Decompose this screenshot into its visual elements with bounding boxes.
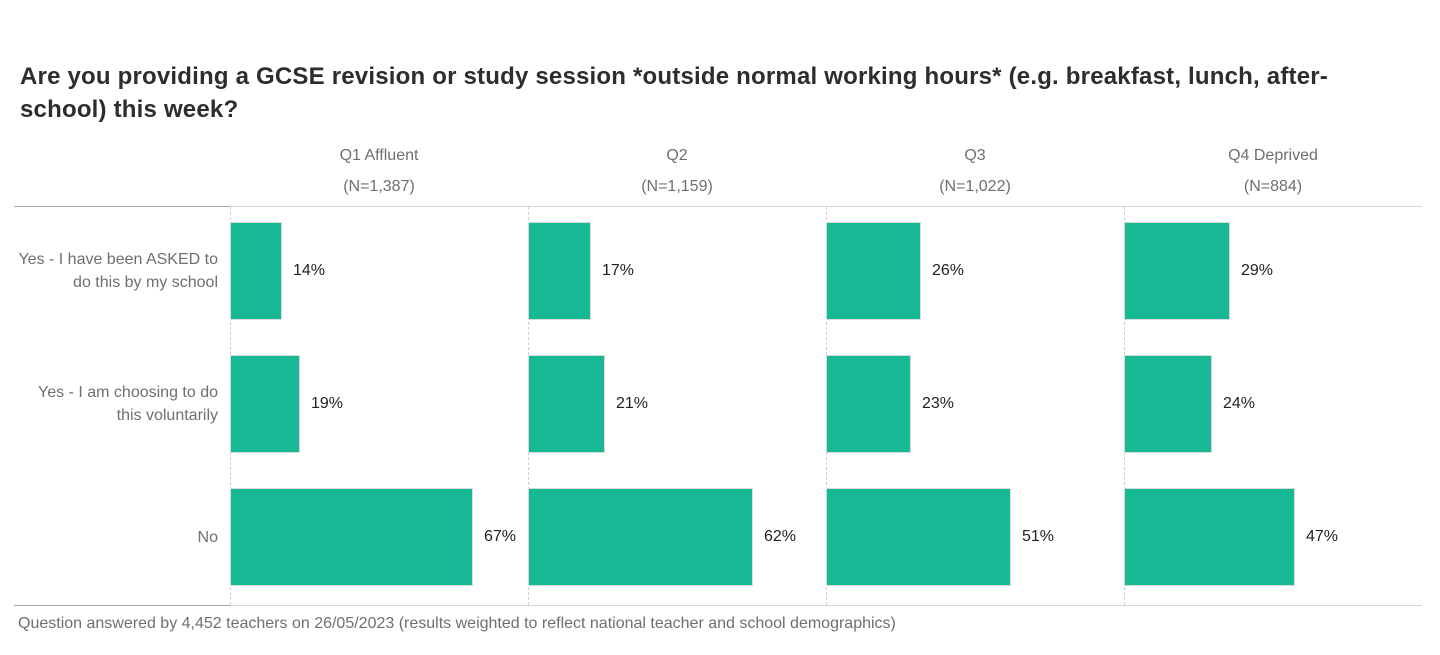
bar-cell: 21%	[528, 355, 826, 453]
bar-value-label: 29%	[1241, 262, 1274, 279]
bar-value-label: 24%	[1223, 395, 1256, 412]
row-label: No	[197, 528, 218, 546]
row-label: Yes - I am choosing to do this voluntari…	[38, 384, 218, 424]
bar-value-label: 14%	[293, 262, 326, 279]
column-header: Q4 Deprived (N=884)	[1124, 147, 1422, 206]
bar-cell: 47%	[1124, 488, 1422, 586]
rule-dark-segment	[14, 206, 230, 207]
bar-cell: 14%	[230, 222, 528, 320]
bar-value-label: 62%	[764, 528, 797, 545]
bottom-axis-rule	[14, 605, 1422, 606]
chart-footnote: Question answered by 4,452 teachers on 2…	[18, 615, 896, 632]
column-sample-size: (N=1,022)	[939, 178, 1011, 195]
bar-cell: 17%	[528, 222, 826, 320]
bar-cell: 19%	[230, 355, 528, 453]
plot-area: Yes - I have been ASKED to do this by my…	[14, 207, 1422, 605]
bar-value-label: 23%	[922, 395, 955, 412]
column-header: Q3 (N=1,022)	[826, 147, 1124, 206]
rule-light-segment	[230, 605, 1422, 606]
column-label: Q3	[964, 147, 986, 164]
bar	[1124, 355, 1212, 453]
column-label: Q4 Deprived	[1228, 147, 1318, 164]
bar-cell: 62%	[528, 488, 826, 586]
rule-light-segment	[230, 206, 1422, 207]
bar-cell: 26%	[826, 222, 1124, 320]
bar-value-label: 17%	[602, 262, 635, 279]
column-header-row: Q1 Affluent (N=1,387) Q2 (N=1,159) Q3 (N=1,02…	[14, 140, 1422, 206]
bar	[826, 488, 1011, 586]
bar	[528, 222, 591, 320]
row-label: Yes - I have been ASKED to do this by my…	[18, 251, 218, 291]
table-row: No 67% 62% 51% 47%	[14, 488, 1422, 586]
bar	[826, 355, 911, 453]
column-sample-size: (N=884)	[1243, 178, 1303, 195]
bar-value-label: 47%	[1306, 528, 1339, 545]
bar	[230, 222, 282, 320]
bar-cell: 23%	[826, 355, 1124, 453]
bar	[230, 488, 473, 586]
bar	[528, 355, 605, 453]
bar	[528, 488, 753, 586]
bar-value-label: 26%	[932, 262, 965, 279]
bar-cell: 51%	[826, 488, 1124, 586]
column-header: Q1 Affluent (N=1,387)	[230, 147, 528, 206]
column-label: Q2	[666, 147, 688, 164]
chart-title: Are you providing a GCSE revision or stu…	[20, 63, 1328, 124]
table-row: Yes - I have been ASKED to do this by my…	[14, 222, 1422, 320]
bar-value-label: 19%	[311, 395, 344, 412]
column-sample-size: (N=1,387)	[343, 178, 415, 195]
bar-cell: 67%	[230, 488, 528, 586]
bar-cell: 24%	[1124, 355, 1422, 453]
bar	[1124, 488, 1295, 586]
bar-value-label: 21%	[616, 395, 649, 412]
table-row: Yes - I am choosing to do this voluntari…	[14, 355, 1422, 453]
bar-cell: 29%	[1124, 222, 1422, 320]
column-label: Q1 Affluent	[339, 147, 419, 164]
quartile-bar-chart: Q1 Affluent (N=1,387) Q2 (N=1,159) Q3 (N=1,02…	[14, 140, 1422, 606]
column-header: Q2 (N=1,159)	[528, 147, 826, 206]
bar-value-label: 67%	[484, 528, 517, 545]
bar-rows: Yes - I have been ASKED to do this by my…	[14, 207, 1422, 586]
bar	[826, 222, 921, 320]
bar	[230, 355, 300, 453]
rule-dark-segment	[14, 605, 230, 606]
header-separator-rule	[14, 206, 1422, 207]
bar	[1124, 222, 1230, 320]
bar-value-label: 51%	[1022, 528, 1055, 545]
column-sample-size: (N=1,159)	[641, 178, 713, 195]
